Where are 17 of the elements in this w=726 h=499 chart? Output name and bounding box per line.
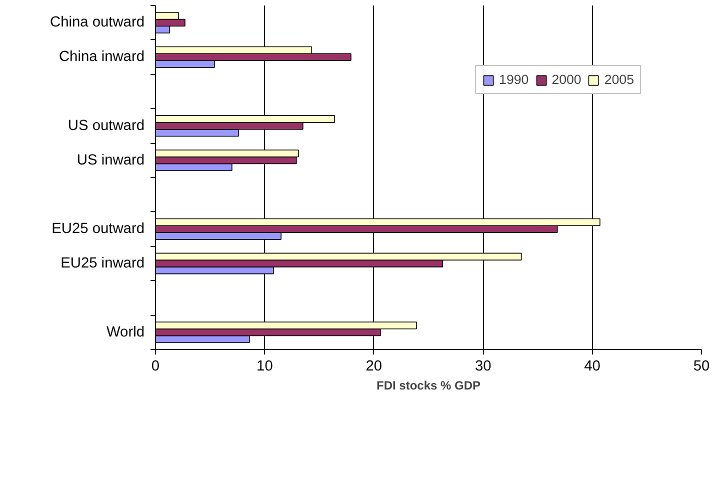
y-tick-label: China inward	[58, 49, 145, 66]
x-tick-label: 50	[693, 358, 710, 374]
x-tick-label: 10	[256, 358, 273, 374]
x-tick-label: 20	[366, 358, 382, 374]
y-tick-label: China outward	[50, 14, 145, 31]
x-tick-label: 0	[151, 358, 160, 374]
y-tick-label: EU25 outward	[52, 221, 145, 238]
x-tick-label: 40	[584, 358, 600, 374]
y-tick-label: US inward	[76, 152, 145, 168]
y-tick-label: World	[106, 324, 145, 340]
x-tick-label: 30	[474, 358, 492, 374]
y-tick-label: US outward	[68, 118, 145, 134]
x-axis-title: FDI stocks % GDP	[376, 378, 481, 392]
legend-label: 2000	[552, 72, 582, 87]
legend-label: 1990	[499, 72, 529, 87]
legend-label: 2005	[604, 72, 634, 87]
y-tick-label: EU25 inward	[60, 256, 145, 272]
